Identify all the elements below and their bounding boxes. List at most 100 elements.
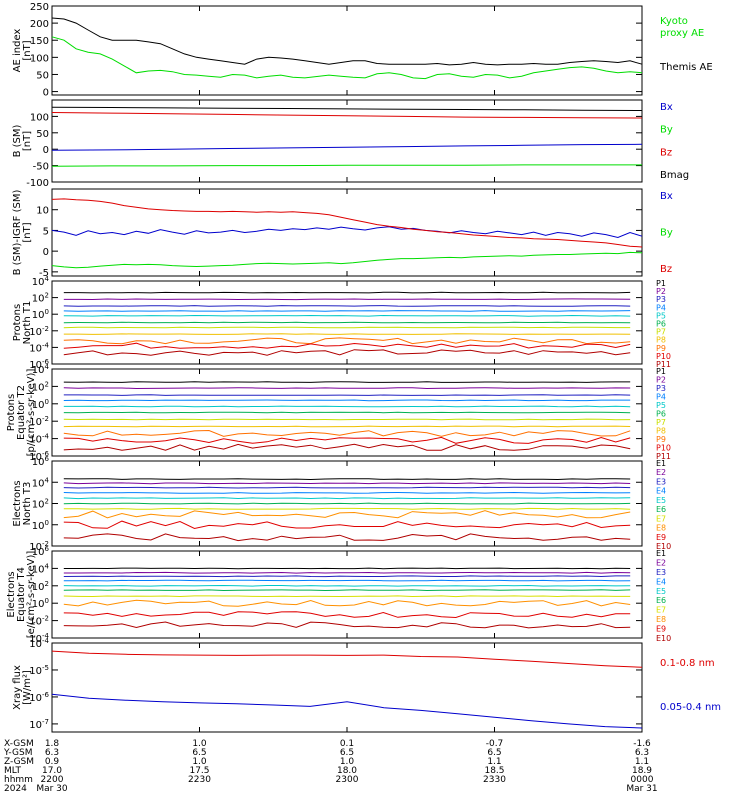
series-line-p7 <box>63 418 631 421</box>
y-axis-label: Electrons <box>12 480 23 526</box>
y-tick-label: 106 <box>32 455 50 468</box>
legend-entry: Bz <box>660 264 672 275</box>
y-tick-label: 0 <box>43 88 49 99</box>
axis-row-value: 2200 <box>41 775 64 785</box>
legend-entry: E4 <box>656 577 666 586</box>
series-line-p10 <box>63 342 631 349</box>
series-line-e6 <box>63 502 631 505</box>
series-line-bx <box>51 226 643 239</box>
legend-entry: Bx <box>660 102 673 113</box>
y-tick-label: 10-5 <box>29 664 49 677</box>
legend-entry: E6 <box>656 505 666 514</box>
legend-entry: E10 <box>656 542 671 551</box>
axis-row-value: 18.5 <box>484 766 504 776</box>
series-line-e7 <box>63 507 631 510</box>
y-tick-label: 50 <box>36 70 49 81</box>
series-line-by <box>51 164 642 167</box>
panel-frame <box>51 642 643 733</box>
panel-bsm: -100 -50 0 50 100 B (SM) [nT] Bx By Bz Bmag <box>12 99 689 189</box>
legend-entry: E10 <box>656 634 671 643</box>
series-line-p5 <box>63 314 631 317</box>
y-tick-label: 100 <box>32 308 49 321</box>
y-tick-label: -100 <box>26 178 49 189</box>
legend-entry: P5 <box>656 311 666 320</box>
series-line-p9 <box>63 429 631 437</box>
legend-entry: E6 <box>656 596 666 605</box>
legend-entry: P2 <box>656 287 666 296</box>
legend-entry: Themis AE <box>659 62 713 73</box>
axis-row-value: 6.5 <box>192 748 206 758</box>
panel-xray: 10-7 10-6 10-5 10-4 Xray flux [W/m²] 0.1-0.8 n… <box>12 637 721 733</box>
axis-row-value: Mar 30 <box>36 784 68 794</box>
series-line-p3 <box>63 305 631 307</box>
axis-row-label: Z-GSM <box>4 757 34 767</box>
series-line-p9 <box>63 337 631 345</box>
series-line-kyoto-proxy-ae <box>51 36 643 80</box>
y-tick-label: 104 <box>32 476 50 489</box>
y-axis-label: [nT] <box>22 131 33 151</box>
y-tick-label: 104 <box>32 562 50 575</box>
y-tick-label: 10-4 <box>29 433 49 446</box>
axis-row-value: 17.5 <box>189 766 209 776</box>
legend-entry: P8 <box>656 336 666 345</box>
y-tick-label: 10-6 <box>29 691 49 704</box>
y-tick-label: 102 <box>32 498 49 511</box>
legend-entry: E8 <box>656 615 666 624</box>
series-line-by <box>51 251 643 269</box>
y-tick-label: 10-7 <box>29 718 49 731</box>
series-line-bz <box>51 112 643 119</box>
y-axis-label: [e/(cm²-s-sr-keV)] <box>26 551 37 639</box>
y-tick-label: -50 <box>33 162 49 173</box>
series-line-e8 <box>63 599 631 607</box>
axis-row-value: Mar 31 <box>626 784 657 794</box>
axis-row-value: 18.9 <box>632 766 652 776</box>
y-tick-label: 200 <box>30 19 49 30</box>
y-tick-label: 10-6 <box>29 358 49 371</box>
legend-entry: P6 <box>656 320 666 329</box>
axis-row-value: 2300 <box>336 775 359 785</box>
axis-row-value: -0.7 <box>486 739 504 749</box>
legend-entry: E9 <box>656 533 666 542</box>
series-line-p8 <box>63 333 631 335</box>
series-line-p5 <box>63 405 631 408</box>
y-axis-label: North T1 <box>22 301 33 345</box>
panel-frame <box>51 99 643 183</box>
series-line-e6 <box>63 589 631 592</box>
y-tick-label: 102 <box>32 292 49 305</box>
series-line-p1 <box>63 291 631 294</box>
axis-row-value: 6.3 <box>635 748 649 758</box>
legend-entry: By <box>660 125 673 136</box>
series-line-p3 <box>63 394 631 396</box>
axis-row-value: 17.0 <box>42 766 62 776</box>
y-tick-label: 100 <box>30 112 49 123</box>
legend-entry: E3 <box>656 568 666 577</box>
y-tick-label: 102 <box>32 580 49 593</box>
series-line-e8 <box>63 510 631 519</box>
axis-row-value: 0.1 <box>340 739 354 749</box>
axis-row-value: -1.6 <box>633 739 651 749</box>
legend-entry: E9 <box>656 625 666 634</box>
y-axis-label: North T3 <box>22 482 33 526</box>
y-tick-label: 106 <box>32 545 50 558</box>
legend-entry: P2 <box>656 376 666 385</box>
series-line-0-05-0-4-nm <box>51 693 643 729</box>
panel-frame <box>51 550 643 639</box>
y-axis-label: Xray flux <box>12 665 23 710</box>
legend-entry: E2 <box>656 468 666 477</box>
series-line-e9 <box>63 611 631 619</box>
legend-entry: P7 <box>656 328 666 337</box>
y-axis-label: [p/(cm²-s-sr-keV)] <box>26 369 37 457</box>
axis-row-value: 6.5 <box>340 748 354 758</box>
series-line-p6 <box>63 411 631 414</box>
legend-entry: 0.05-0.4 nm <box>660 702 721 713</box>
legend-entry: P11 <box>656 360 671 369</box>
legend-entry: P4 <box>656 303 666 312</box>
legend-entry: proxy AE <box>660 28 704 39</box>
legend-entry: P11 <box>656 452 671 461</box>
y-tick-label: 5 <box>43 226 49 237</box>
panel-e_eq: 10-4 10-2 100 102 104 106 Electrons Equator T4[… <box>6 545 671 645</box>
y-axis-label: Equator T2 <box>16 385 27 440</box>
